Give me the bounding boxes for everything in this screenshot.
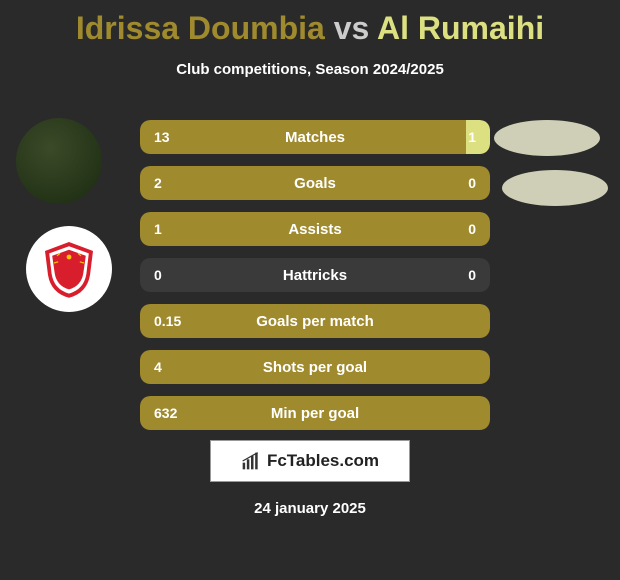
stat-row: 13Matches1: [140, 120, 490, 154]
stat-row: 4Shots per goal: [140, 350, 490, 384]
stat-label: Assists: [140, 221, 490, 238]
stat-label: Shots per goal: [140, 359, 490, 376]
player1-avatar: [16, 118, 102, 204]
player2-marker-2: [502, 170, 608, 206]
stat-label: Min per goal: [140, 405, 490, 422]
stat-label: Goals per match: [140, 313, 490, 330]
stat-label: Matches: [140, 129, 490, 146]
stat-row: 632Min per goal: [140, 396, 490, 430]
stat-value-right: 0: [468, 267, 476, 283]
stat-label: Goals: [140, 175, 490, 192]
site-name: FcTables.com: [267, 451, 379, 471]
date-label: 24 january 2025: [0, 500, 620, 517]
club-badge: [26, 226, 112, 312]
stat-value-right: 1: [468, 129, 476, 145]
stat-row: 1Assists0: [140, 212, 490, 246]
stat-row: 0.15Goals per match: [140, 304, 490, 338]
shield-icon: [39, 239, 99, 299]
stat-value-right: 0: [468, 175, 476, 191]
chart-icon: [241, 451, 261, 471]
comparison-title: Idrissa Doumbia vs Al Rumaihi: [0, 0, 620, 47]
season-subtitle: Club competitions, Season 2024/2025: [0, 61, 620, 78]
stat-value-right: 0: [468, 221, 476, 237]
stat-label: Hattricks: [140, 267, 490, 284]
stats-chart: 13Matches12Goals01Assists00Hattricks00.1…: [140, 120, 490, 442]
stat-row: 2Goals0: [140, 166, 490, 200]
site-logo-box: FcTables.com: [210, 440, 410, 482]
player2-name: Al Rumaihi: [377, 10, 544, 46]
vs-label: vs: [334, 10, 370, 46]
player2-marker-1: [494, 120, 600, 156]
stat-row: 0Hattricks0: [140, 258, 490, 292]
player1-name: Idrissa Doumbia: [76, 10, 325, 46]
